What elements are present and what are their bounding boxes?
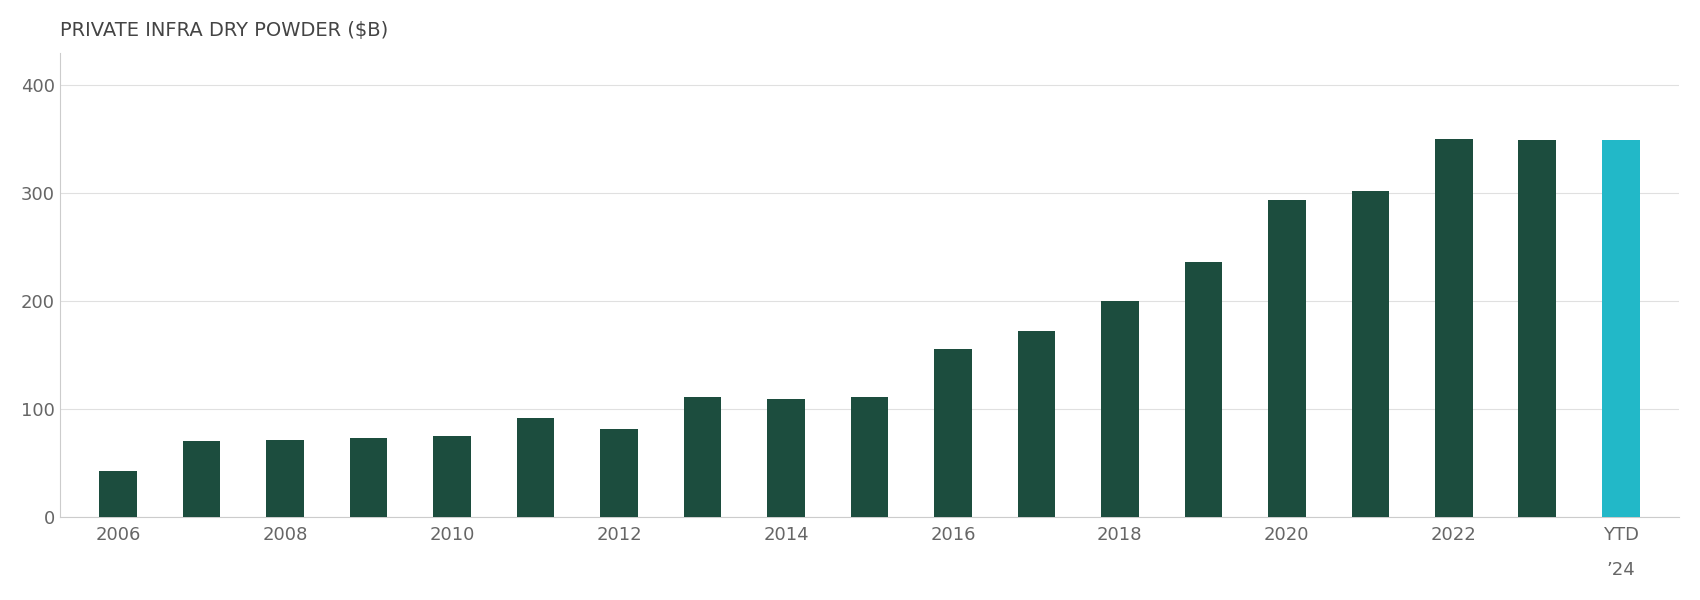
- Bar: [767, 399, 804, 517]
- Bar: [350, 438, 388, 517]
- Bar: [1601, 140, 1639, 517]
- Bar: [933, 349, 972, 517]
- Bar: [600, 429, 638, 517]
- Bar: [1518, 140, 1556, 517]
- Text: PRIVATE INFRA DRY POWDER ($B): PRIVATE INFRA DRY POWDER ($B): [60, 21, 388, 40]
- Bar: [267, 440, 304, 517]
- Bar: [1352, 191, 1389, 517]
- Bar: [1102, 301, 1139, 517]
- Bar: [1018, 331, 1056, 517]
- Bar: [517, 418, 554, 517]
- Bar: [683, 397, 721, 517]
- Bar: [1268, 200, 1306, 517]
- Text: ’24: ’24: [1606, 561, 1635, 579]
- Bar: [434, 436, 471, 517]
- Bar: [850, 397, 887, 517]
- Bar: [1435, 139, 1472, 517]
- Bar: [1185, 262, 1222, 517]
- Bar: [99, 472, 138, 517]
- Bar: [184, 441, 221, 517]
